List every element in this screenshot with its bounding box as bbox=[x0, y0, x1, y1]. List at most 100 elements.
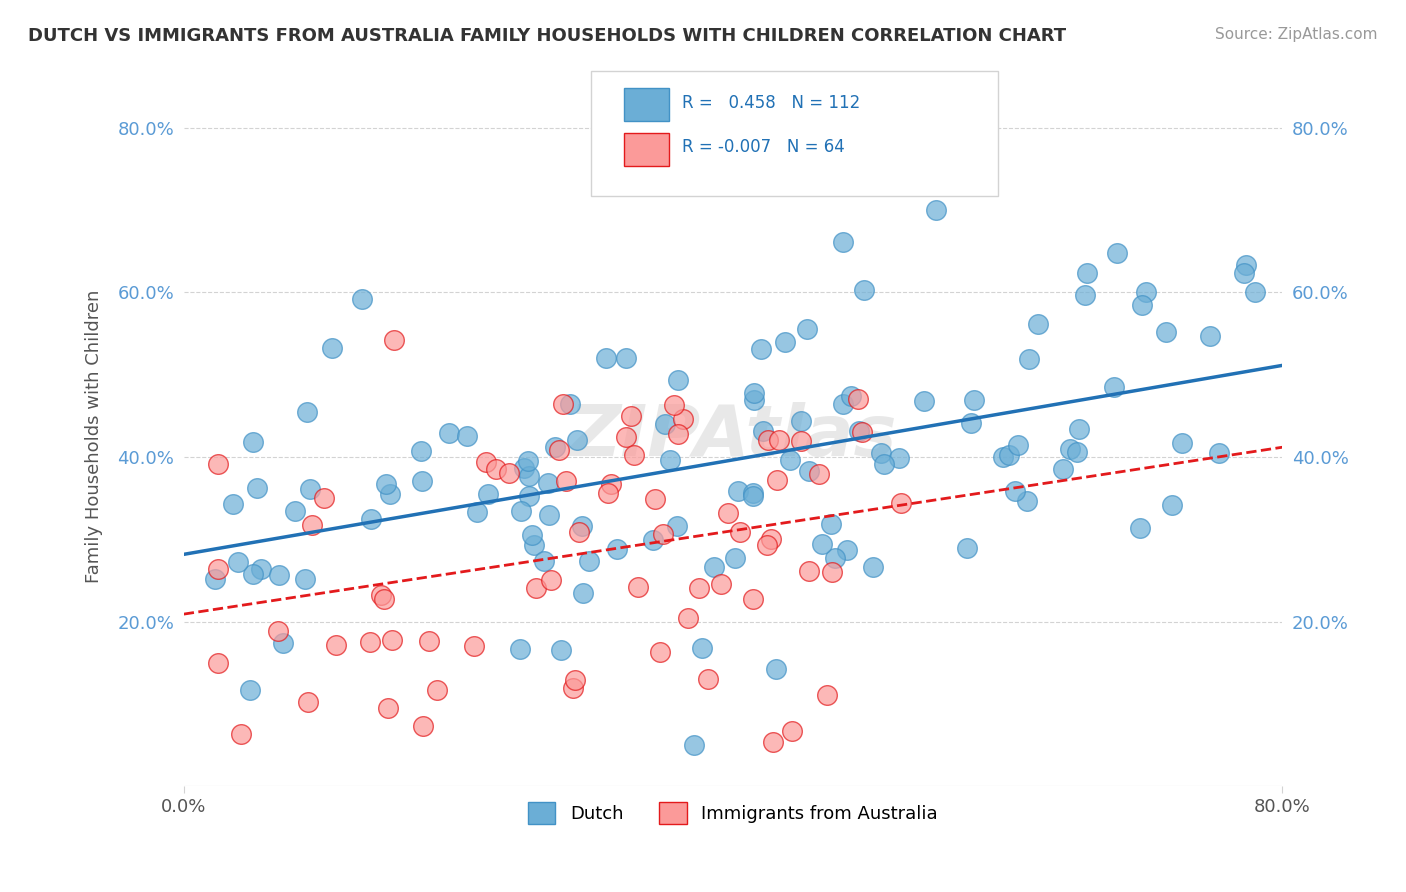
Point bbox=[1026, 317, 1049, 331]
Point bbox=[384, 333, 406, 347]
Point bbox=[652, 526, 675, 541]
Point bbox=[1170, 436, 1192, 450]
Point bbox=[509, 641, 531, 656]
Point bbox=[835, 542, 858, 557]
Point bbox=[659, 452, 682, 467]
Point bbox=[409, 444, 432, 458]
Point bbox=[846, 392, 869, 407]
Point bbox=[1208, 445, 1230, 459]
Point bbox=[688, 581, 710, 595]
Point bbox=[485, 462, 508, 476]
Point bbox=[381, 632, 404, 647]
Point bbox=[666, 427, 689, 442]
Point bbox=[509, 504, 531, 518]
Point bbox=[765, 662, 787, 676]
Point bbox=[790, 434, 813, 448]
Point bbox=[560, 397, 582, 411]
Point bbox=[717, 506, 740, 520]
Point bbox=[672, 412, 695, 426]
Point bbox=[960, 416, 983, 430]
Point bbox=[956, 541, 979, 555]
Point bbox=[870, 446, 893, 460]
Point bbox=[741, 489, 763, 503]
Point bbox=[723, 551, 745, 566]
Point bbox=[269, 568, 291, 582]
Point bbox=[242, 435, 264, 450]
Point bbox=[548, 442, 571, 457]
Point bbox=[568, 525, 591, 540]
Point bbox=[239, 683, 262, 698]
Point bbox=[741, 486, 763, 500]
Point bbox=[537, 475, 560, 490]
Point bbox=[554, 474, 576, 488]
Legend: Dutch, Immigrants from Australia: Dutch, Immigrants from Australia bbox=[519, 793, 946, 833]
Point bbox=[550, 643, 572, 657]
Point bbox=[537, 508, 560, 523]
Point bbox=[1073, 287, 1095, 301]
Point bbox=[741, 591, 763, 606]
Point bbox=[752, 424, 775, 438]
Point bbox=[437, 426, 460, 441]
Point bbox=[520, 528, 543, 542]
Text: DUTCH VS IMMIGRANTS FROM AUSTRALIA FAMILY HOUSEHOLDS WITH CHILDREN CORRELATION C: DUTCH VS IMMIGRANTS FROM AUSTRALIA FAMIL… bbox=[28, 27, 1066, 45]
Point bbox=[890, 496, 912, 510]
Point bbox=[1130, 297, 1153, 311]
Point bbox=[841, 389, 863, 403]
Point bbox=[925, 202, 948, 217]
Point bbox=[284, 504, 307, 518]
Point bbox=[207, 457, 229, 471]
Point bbox=[692, 641, 714, 656]
Point bbox=[250, 562, 273, 576]
Point bbox=[517, 454, 540, 468]
Point bbox=[1069, 422, 1091, 436]
Point bbox=[475, 455, 498, 469]
Point bbox=[1018, 352, 1040, 367]
Point bbox=[222, 497, 245, 511]
Point bbox=[1154, 326, 1177, 340]
Point bbox=[294, 572, 316, 586]
Point bbox=[314, 491, 336, 506]
Point bbox=[773, 335, 796, 350]
Point bbox=[242, 567, 264, 582]
Point bbox=[727, 483, 749, 498]
Point bbox=[762, 735, 785, 749]
Point bbox=[851, 425, 873, 440]
Point bbox=[873, 457, 896, 471]
Point bbox=[465, 505, 488, 519]
Point bbox=[666, 519, 689, 533]
Point bbox=[709, 577, 731, 591]
Point bbox=[426, 682, 449, 697]
Point bbox=[790, 414, 813, 428]
Point bbox=[742, 385, 765, 400]
Point bbox=[370, 588, 392, 602]
Point bbox=[1102, 380, 1125, 394]
Point bbox=[666, 372, 689, 386]
Point bbox=[564, 673, 586, 687]
Point bbox=[614, 429, 637, 443]
Text: R =   0.458   N = 112: R = 0.458 N = 112 bbox=[682, 94, 860, 112]
Point bbox=[271, 636, 294, 650]
Point bbox=[513, 461, 536, 475]
Point bbox=[759, 532, 782, 546]
Point bbox=[477, 487, 499, 501]
Point bbox=[229, 727, 252, 741]
Y-axis label: Family Households with Children: Family Households with Children bbox=[86, 290, 103, 583]
Point bbox=[553, 397, 575, 411]
Point bbox=[373, 592, 395, 607]
Point bbox=[832, 235, 855, 249]
Point bbox=[411, 474, 433, 488]
Point bbox=[1135, 285, 1157, 299]
Point bbox=[1107, 245, 1129, 260]
Point bbox=[1198, 328, 1220, 343]
Point bbox=[456, 429, 478, 443]
Point bbox=[412, 719, 434, 733]
Point bbox=[1234, 258, 1257, 272]
Point bbox=[517, 488, 540, 502]
Point bbox=[1076, 266, 1098, 280]
Point bbox=[1233, 266, 1256, 280]
Point bbox=[301, 518, 323, 533]
Point bbox=[821, 565, 844, 579]
Point bbox=[567, 433, 589, 447]
Point bbox=[742, 392, 765, 407]
Point bbox=[523, 538, 546, 552]
